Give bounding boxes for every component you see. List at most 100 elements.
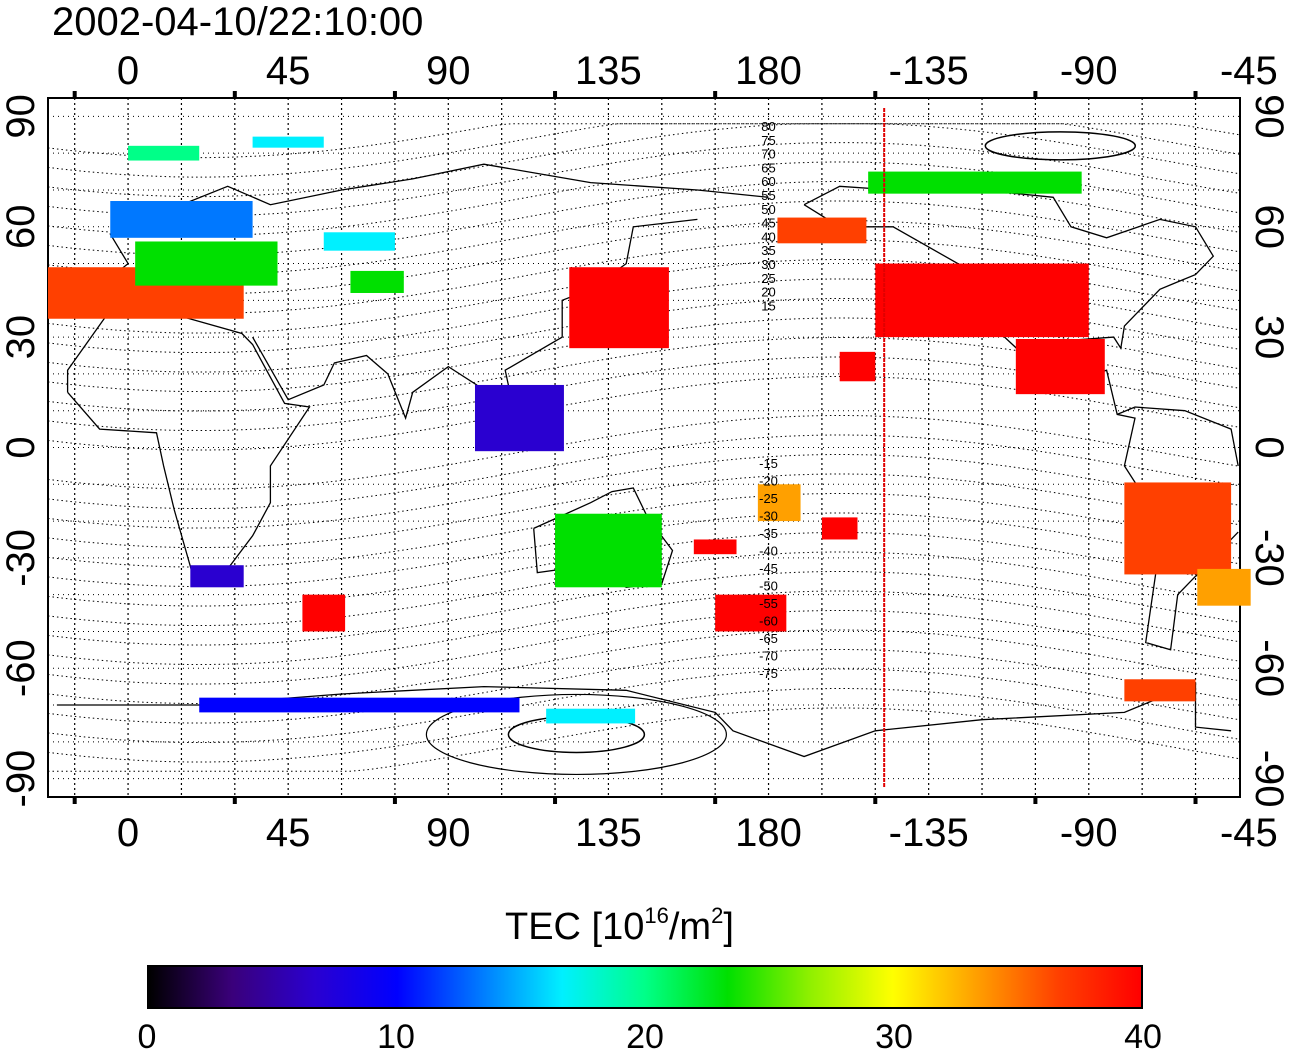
- timestamp-title: 2002-04-10/22:10:00: [52, 0, 424, 44]
- magnetic-contour: [47, 473, 1241, 548]
- top-longitude-label: 90: [426, 49, 471, 93]
- colorbar-tick-label: 30: [875, 1018, 913, 1056]
- tec-patch: [777, 217, 867, 244]
- bottom-longitude-label: -135: [889, 811, 969, 855]
- tec-colorbar: [147, 965, 1143, 1009]
- contour-label: 80: [761, 119, 775, 134]
- tec-patch: [821, 517, 858, 540]
- contour-label: -50: [759, 579, 778, 594]
- left-latitude-label: -30: [0, 529, 43, 587]
- tec-patch: [350, 270, 404, 293]
- left-latitude-label: 30: [0, 315, 43, 360]
- contour-label: -65: [759, 631, 778, 646]
- contour-label: -60: [759, 614, 778, 629]
- contour-label: 15: [761, 298, 775, 313]
- tec-patch: [868, 171, 1082, 194]
- contour-label: -20: [759, 474, 778, 489]
- top-longitude-label: 45: [266, 49, 311, 93]
- magnetic-contour: [47, 493, 1241, 568]
- contour-label: 35: [761, 243, 775, 258]
- tec-world-map: 8075706560555045403530252015-15-20-25-30…: [0, 49, 1291, 855]
- contour-label: 45: [761, 216, 775, 231]
- contour-label: 75: [761, 133, 775, 148]
- magnetic-contour: [47, 220, 1241, 295]
- contour-label: 40: [761, 229, 775, 244]
- contour-label: -40: [759, 544, 778, 559]
- contour-label: -30: [759, 509, 778, 524]
- bottom-longitude-label: -45: [1220, 811, 1278, 855]
- magnetic-contour: [47, 123, 1241, 159]
- bottom-longitude-label: -90: [1060, 811, 1118, 855]
- contour-label: 30: [761, 257, 775, 272]
- tec-patch: [135, 241, 278, 286]
- top-longitude-label: -135: [889, 49, 969, 93]
- right-latitude-label: 60: [1247, 205, 1291, 250]
- tick-mark: [232, 797, 237, 804]
- magnetic-contour: [47, 532, 1241, 607]
- tec-patch: [693, 539, 737, 555]
- contour-label: 60: [761, 174, 775, 189]
- north-pole-contour: [984, 131, 1137, 161]
- magnetic-contour: [47, 123, 1241, 198]
- magnetic-contour: [47, 551, 1241, 626]
- magnetic-contour: [48, 707, 1241, 772]
- tick-mark: [1033, 91, 1038, 98]
- tec-patch: [190, 565, 244, 588]
- contour-label: 70: [761, 147, 775, 162]
- tick-mark: [553, 797, 558, 804]
- contour-label: -55: [759, 596, 778, 611]
- tick-mark: [713, 91, 718, 98]
- right-latitude-label: -60: [1247, 639, 1291, 697]
- contour-label: 55: [761, 188, 775, 203]
- tec-patch: [1124, 679, 1196, 702]
- bottom-longitude-label: 45: [266, 811, 311, 855]
- tick-mark: [873, 797, 878, 804]
- bottom-longitude-label: 0: [117, 811, 139, 855]
- top-longitude-label: 135: [575, 49, 642, 93]
- tick-mark: [392, 91, 397, 98]
- tec-patch: [875, 263, 1089, 338]
- contour-label: -35: [759, 526, 778, 541]
- left-latitude-label: 60: [0, 205, 43, 250]
- magnetic-contour: [47, 571, 1241, 646]
- tick-mark: [72, 91, 77, 98]
- left-latitude-label: -60: [0, 639, 43, 697]
- magnetic-contour: [47, 123, 1241, 178]
- south-pole-contour-outer: [425, 693, 727, 776]
- magnetic-contour: [47, 649, 1241, 724]
- magnetic-contour: [47, 688, 1241, 763]
- tick-mark: [72, 797, 77, 804]
- top-longitude-label: 180: [735, 49, 802, 93]
- magnetic-contour: [47, 239, 1241, 315]
- tec-patch: [757, 484, 801, 522]
- right-latitude-label: -90: [1247, 750, 1291, 808]
- right-latitude-label: 90: [1247, 94, 1291, 138]
- tick-mark: [553, 91, 558, 98]
- colorbar-tick-label: 10: [377, 1018, 415, 1056]
- tick-mark: [392, 797, 397, 804]
- tec-patch: [302, 594, 346, 632]
- contour-label: 65: [761, 160, 775, 175]
- contour-label: -15: [759, 456, 778, 471]
- magnetic-contour: [47, 590, 1241, 665]
- tick-mark: [873, 91, 878, 98]
- right-latitude-label: 30: [1247, 315, 1291, 360]
- contour-label: -45: [759, 561, 778, 576]
- tec-patch: [474, 384, 564, 452]
- right-latitude-label: 0: [1247, 436, 1291, 458]
- bottom-longitude-label: 135: [575, 811, 642, 855]
- coastline: [1116, 406, 1239, 467]
- tec-patch: [1124, 482, 1232, 575]
- magnetic-contour: [47, 415, 1241, 490]
- tec-patch: [1015, 338, 1105, 395]
- left-latitude-label: 90: [0, 94, 43, 138]
- tick-mark: [1033, 797, 1038, 804]
- left-latitude-label: -90: [0, 750, 43, 808]
- colorbar-tick-label: 40: [1124, 1018, 1162, 1056]
- tec-patch: [715, 594, 787, 632]
- colorbar-tick-label: 0: [137, 1018, 157, 1056]
- tec-patch: [555, 513, 662, 588]
- tec-patch: [1197, 568, 1251, 606]
- top-longitude-label: 0: [117, 49, 139, 93]
- magnetic-contour: [47, 512, 1241, 587]
